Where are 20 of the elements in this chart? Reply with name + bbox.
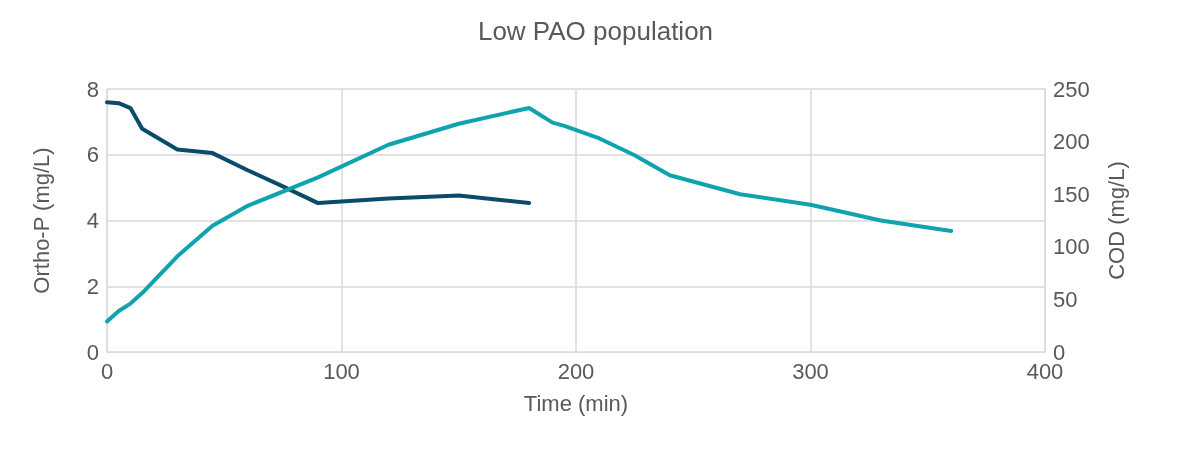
- line-series: [105, 105, 954, 324]
- y-axis-title: Ortho-P (mg/L): [28, 147, 54, 294]
- x-tick-label: 100: [323, 358, 360, 384]
- y-tick-label: 2: [86, 273, 99, 299]
- y-tick-label: 8: [86, 76, 99, 102]
- y2-axis-title: COD (mg/L): [1103, 161, 1129, 280]
- y2-tick-label: 0: [1053, 339, 1066, 365]
- x-tick-label: 200: [557, 358, 595, 384]
- y-tick-label: 4: [86, 208, 99, 233]
- line-series: [105, 100, 532, 206]
- y2-tick-label: 50: [1053, 286, 1078, 312]
- x-tick-label: 300: [792, 358, 829, 384]
- x-axis-title: Time (min): [523, 390, 629, 416]
- y2-tick-label: 200: [1053, 129, 1090, 155]
- y-tick-label: 6: [86, 142, 99, 168]
- y2-tick-label: 100: [1053, 234, 1090, 260]
- y2-tick-label: 150: [1053, 181, 1090, 207]
- chart-title: Low PAO population: [477, 16, 714, 46]
- y-tick-label: 0: [86, 339, 99, 365]
- y2-tick-label: 250: [1053, 76, 1090, 102]
